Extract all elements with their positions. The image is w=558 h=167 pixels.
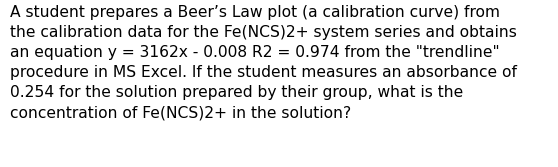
Text: A student prepares a Beer’s Law plot (a calibration curve) from
the calibration : A student prepares a Beer’s Law plot (a … xyxy=(10,5,517,120)
